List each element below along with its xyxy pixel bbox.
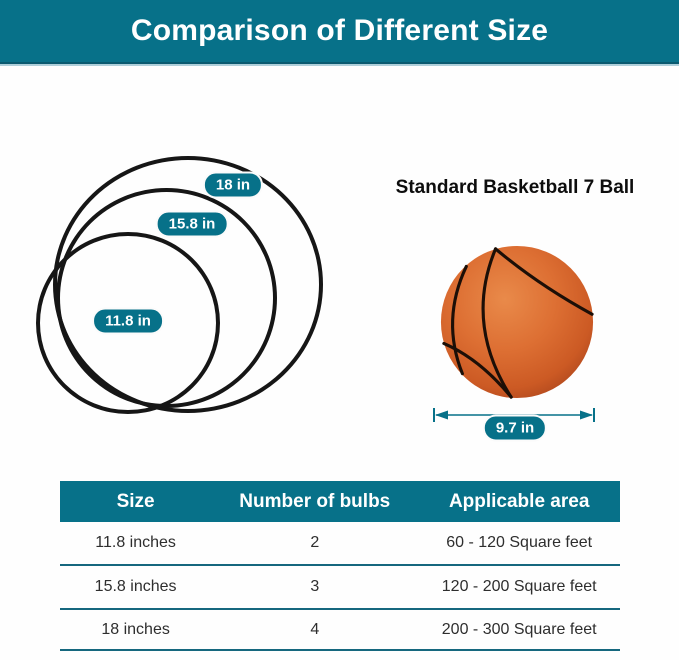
table-header-row: Size Number of bulbs Applicable area (60, 481, 620, 522)
table-cell-area: 200 - 300 Square feet (441, 620, 597, 638)
table-cell-area: 120 - 200 Square feet (441, 578, 597, 595)
table-cell-size: 15.8 inches (94, 578, 177, 595)
table-header-size: Size (116, 490, 155, 512)
ring-label-18: 18 in (202, 171, 264, 199)
table-header-area: Applicable area (448, 490, 590, 512)
table-cell-size: 11.8 inches (95, 534, 176, 551)
table-row: 15.8 inches 3 120 - 200 Square feet (60, 566, 620, 610)
header-banner: Comparison of Different Size (0, 0, 679, 64)
page-title: Comparison of Different Size (130, 14, 549, 47)
ring-label-11-8: 11.8 in (92, 307, 164, 335)
table-cell-bulbs: 3 (310, 578, 320, 595)
basketball-title: Standard Basketball 7 Ball (395, 177, 635, 198)
ring-11-8-inch (36, 232, 220, 414)
table-cell-bulbs: 2 (310, 534, 320, 551)
basketball-image (440, 245, 594, 399)
table-cell-bulbs: 4 (310, 620, 320, 638)
table-row: 11.8 inches 2 60 - 120 Square feet (60, 522, 620, 566)
ball-diameter-label: 9.7 in (482, 414, 548, 442)
comparison-table: Size Number of bulbs Applicable area 11.… (60, 481, 620, 651)
table-row: 18 inches 4 200 - 300 Square feet (60, 610, 620, 651)
table-header-bulbs: Number of bulbs (239, 490, 391, 512)
table-cell-area: 60 - 120 Square feet (446, 534, 593, 551)
table-cell-size: 18 inches (101, 620, 170, 638)
ring-label-15-8: 15.8 in (155, 210, 229, 238)
